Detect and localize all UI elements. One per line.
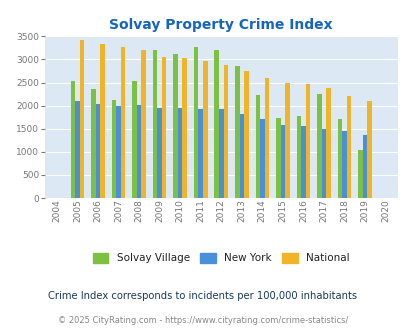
Bar (223, 65, 228, 198)
Bar (79, 40, 84, 198)
Bar (214, 50, 218, 198)
Bar (367, 101, 371, 198)
Bar (153, 50, 157, 198)
Bar (346, 96, 350, 198)
Bar (111, 100, 116, 198)
Bar (325, 88, 330, 198)
Bar (239, 114, 243, 198)
Bar (301, 126, 305, 198)
Text: © 2025 CityRating.com - https://www.cityrating.com/crime-statistics/: © 2025 CityRating.com - https://www.city… (58, 316, 347, 325)
Bar (141, 50, 145, 198)
Bar (177, 108, 182, 198)
Bar (337, 119, 341, 198)
Bar (173, 54, 177, 198)
Bar (341, 131, 346, 198)
Bar (275, 117, 280, 198)
Legend: Solvay Village, New York, National: Solvay Village, New York, National (88, 248, 353, 267)
Bar (157, 108, 162, 198)
Bar (182, 58, 187, 198)
Bar (132, 81, 136, 198)
Bar (121, 47, 125, 198)
Bar (260, 119, 264, 198)
Bar (280, 124, 284, 198)
Bar (296, 116, 301, 198)
Bar (284, 82, 289, 198)
Bar (202, 61, 207, 198)
Bar (75, 101, 79, 198)
Bar (362, 135, 367, 198)
Bar (305, 84, 309, 198)
Bar (264, 78, 269, 198)
Title: Solvay Property Crime Index: Solvay Property Crime Index (109, 18, 332, 32)
Bar (255, 95, 260, 198)
Bar (162, 57, 166, 198)
Bar (136, 105, 141, 198)
Bar (198, 109, 202, 198)
Bar (234, 66, 239, 198)
Bar (194, 47, 198, 198)
Bar (116, 106, 121, 198)
Bar (218, 109, 223, 198)
Text: Crime Index corresponds to incidents per 100,000 inhabitants: Crime Index corresponds to incidents per… (48, 291, 357, 301)
Bar (321, 129, 325, 198)
Bar (316, 94, 321, 198)
Bar (96, 104, 100, 198)
Bar (357, 150, 362, 198)
Bar (91, 89, 96, 198)
Bar (70, 81, 75, 198)
Bar (243, 71, 248, 198)
Bar (100, 44, 104, 198)
